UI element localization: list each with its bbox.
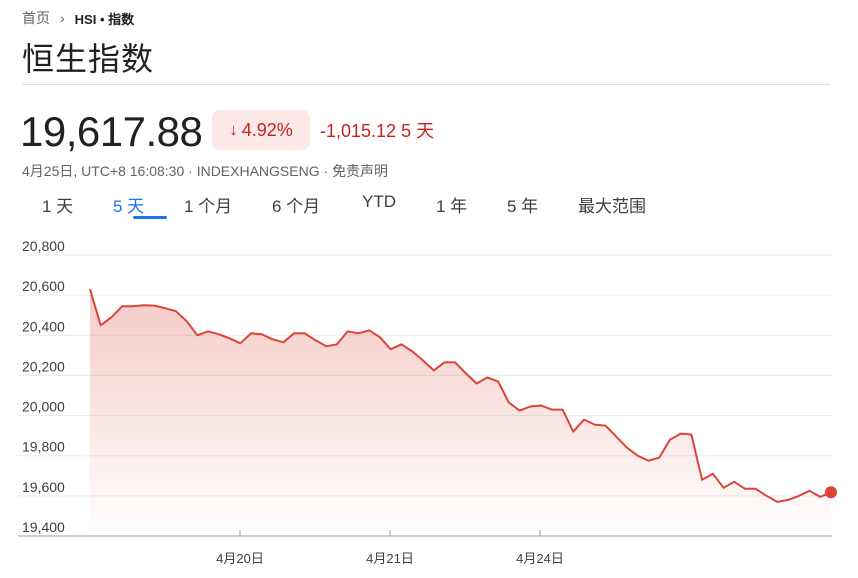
divider bbox=[22, 84, 830, 85]
chevron-right-icon: › bbox=[60, 10, 65, 26]
x-axis: 4月20日 4月21日 4月24日 bbox=[216, 530, 564, 566]
y-tick-label: 20,400 bbox=[22, 318, 65, 334]
timestamp-source: 4月25日, UTC+8 16:08:30 · INDEXHANGSENG · bbox=[22, 163, 333, 179]
quote-meta: 4月25日, UTC+8 16:08:30 · INDEXHANGSENG · … bbox=[22, 161, 388, 181]
disclaimer-link[interactable]: 免责声明 bbox=[332, 163, 389, 179]
tab-ytd[interactable]: YTD bbox=[362, 192, 396, 211]
x-tick-label: 4月24日 bbox=[516, 551, 564, 566]
y-tick-label: 20,600 bbox=[22, 278, 65, 294]
breadcrumb: 首页 › HSI • 指数 bbox=[22, 8, 134, 28]
last-price-marker bbox=[825, 486, 837, 499]
price-line bbox=[89, 288, 832, 503]
current-price: 19,617.88 bbox=[20, 108, 203, 155]
tab-6m[interactable]: 6 个月 bbox=[272, 197, 321, 216]
breadcrumb-current: HSI • 指数 bbox=[74, 11, 135, 27]
tab-1d[interactable]: 1 天 bbox=[42, 197, 74, 216]
y-tick-label: 19,800 bbox=[22, 439, 65, 455]
tab-5y[interactable]: 5 年 bbox=[507, 197, 539, 216]
tab-max[interactable]: 最大范围 bbox=[578, 197, 646, 216]
change-absolute: -1,015.12 5 天 bbox=[320, 117, 434, 143]
change-period: 5 天 bbox=[401, 121, 435, 141]
breadcrumb-home[interactable]: 首页 bbox=[22, 10, 50, 26]
tab-1y[interactable]: 1 年 bbox=[436, 197, 468, 216]
change-absolute-value: -1,015.12 bbox=[320, 121, 397, 141]
tab-5d[interactable]: 5 天 bbox=[113, 197, 145, 216]
active-tab-indicator bbox=[133, 216, 167, 219]
change-percent: 4.92% bbox=[241, 119, 293, 140]
arrow-down-icon: ↓ bbox=[229, 120, 238, 139]
x-tick-label: 4月20日 bbox=[216, 551, 264, 566]
y-tick-label: 20,800 bbox=[22, 238, 65, 254]
price-area bbox=[90, 289, 831, 536]
x-tick-label: 4月21日 bbox=[366, 551, 414, 566]
page-title: 恒生指数 bbox=[22, 41, 155, 77]
y-tick-label: 19,600 bbox=[22, 479, 65, 495]
y-axis: 20,800 20,600 20,400 20,200 20,000 19,800 19,6… bbox=[22, 238, 65, 535]
y-tick-label: 20,000 bbox=[22, 399, 65, 415]
change-percent-badge: ↓ 4.92% bbox=[212, 110, 310, 150]
y-tick-label: 20,200 bbox=[22, 358, 65, 374]
tab-1m[interactable]: 1 个月 bbox=[184, 197, 233, 216]
y-tick-label: 19,400 bbox=[22, 519, 65, 535]
